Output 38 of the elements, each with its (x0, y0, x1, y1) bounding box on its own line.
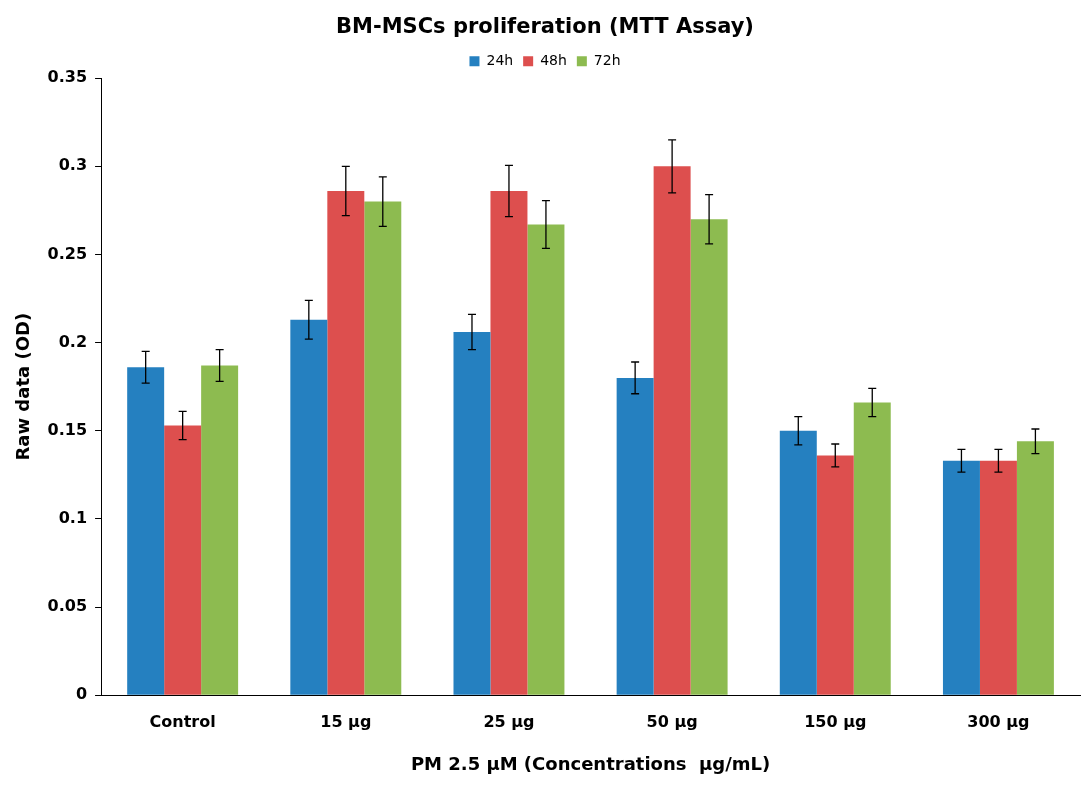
x-tick-label: 50 µg (646, 711, 698, 731)
legend-label: 72h (593, 51, 621, 68)
bar (816, 455, 854, 695)
y-tick-label: 0 (75, 684, 88, 704)
bar (201, 365, 239, 695)
y-tick-label: 0.35 (47, 67, 88, 87)
bar (490, 191, 528, 695)
bar (1016, 441, 1054, 695)
x-tick-label: Control (149, 711, 216, 731)
y-tick-label: 0.05 (47, 596, 88, 616)
chart-title: BM-MSCs proliferation (MTT Assay) (336, 14, 754, 39)
bar (653, 166, 691, 695)
x-tick-label: 15 µg (320, 711, 372, 731)
y-axis-title: Raw data (OD) (12, 312, 34, 461)
bar (779, 430, 817, 695)
bar (942, 460, 980, 695)
y-tick-label: 0.1 (58, 508, 88, 528)
bar (453, 332, 491, 695)
y-tick-label: 0.25 (47, 243, 88, 263)
bar (853, 402, 891, 695)
x-tick-label: 300 µg (967, 711, 1030, 731)
bar (127, 367, 165, 695)
bar (527, 224, 565, 695)
bar (290, 319, 328, 695)
bar (364, 201, 402, 695)
bar (690, 219, 728, 695)
y-tick-label: 0.3 (58, 155, 88, 175)
y-tick-label: 0.2 (58, 331, 88, 351)
legend-label: 48h (540, 51, 567, 68)
legend-label: 24h (486, 51, 514, 68)
y-tick-label: 0.15 (47, 419, 88, 439)
x-tick-label: 150 µg (804, 711, 867, 731)
bar (164, 425, 202, 695)
bar (979, 460, 1017, 695)
bar (616, 377, 654, 695)
bar (327, 191, 365, 695)
x-tick-label: 25 µg (483, 711, 535, 731)
x-axis-title: PM 2.5 µM (Concentrations µg/mL) (410, 752, 771, 774)
